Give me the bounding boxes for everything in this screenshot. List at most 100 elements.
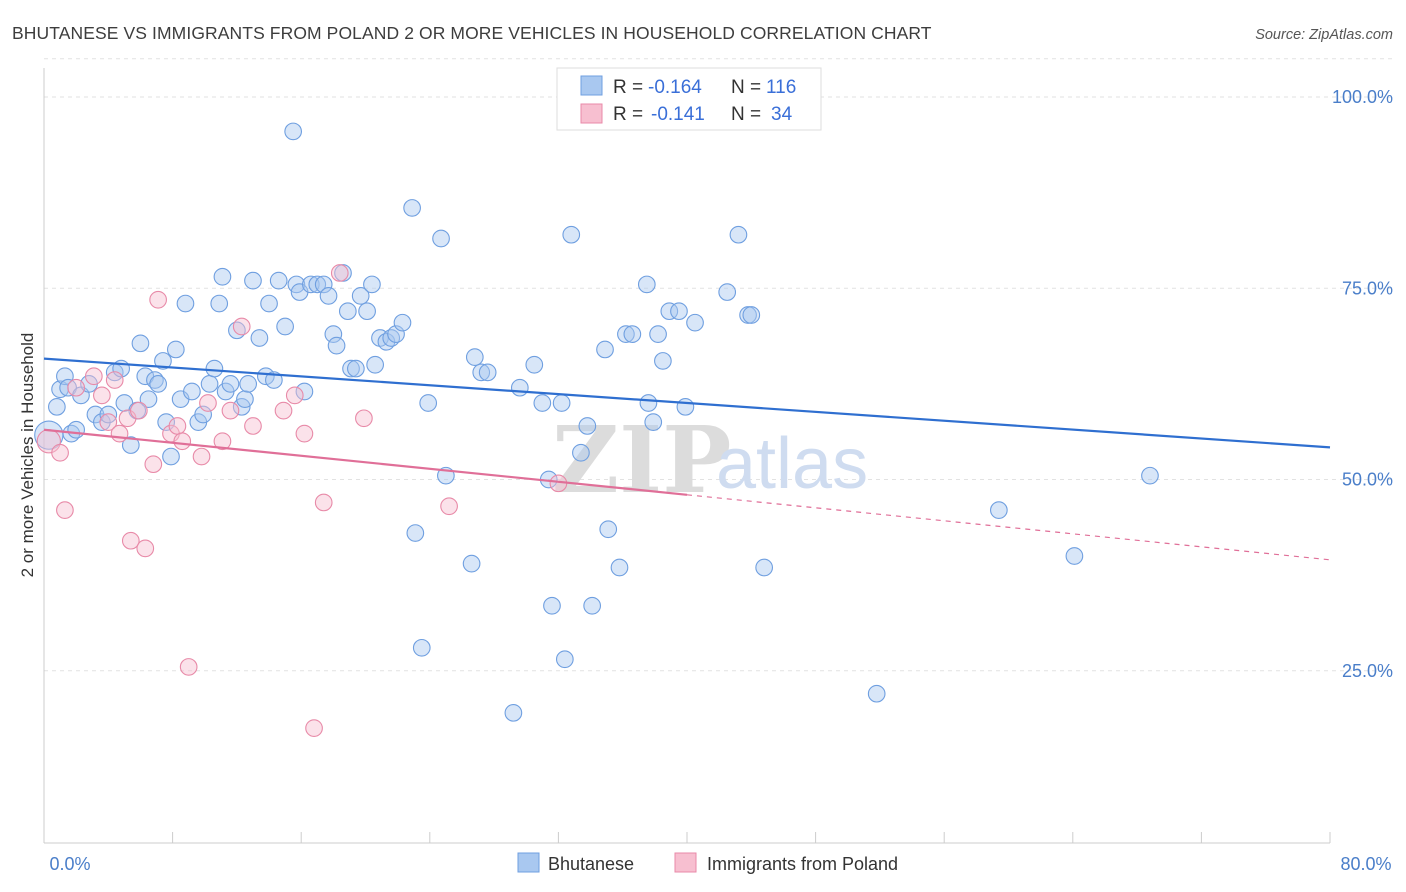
legend-r-value-2: -0.141 <box>651 104 705 125</box>
point-bhutanese-44 <box>260 294 278 313</box>
point-poland-16 <box>168 417 187 435</box>
point-bhutanese-86 <box>543 596 561 615</box>
point-poland-4 <box>84 367 103 386</box>
point-poland-11 <box>129 401 148 420</box>
point-bhutanese-11 <box>99 405 118 424</box>
point-bhutanese-101 <box>649 325 667 344</box>
point-poland-28 <box>305 719 323 737</box>
point-bhutanese-99 <box>644 413 663 431</box>
point-bhutanese-87 <box>552 394 571 412</box>
point-bhutanese-53 <box>308 275 327 294</box>
point-poland-2 <box>56 501 74 519</box>
point-bhutanese-60 <box>342 359 360 378</box>
trend-line-bhutanese <box>43 357 1331 449</box>
point-bhutanese-72 <box>406 524 425 542</box>
legend-r-value-1: -0.164 <box>648 77 702 98</box>
point-bhutanese-15 <box>121 436 140 454</box>
point-bhutanese-43 <box>256 367 275 386</box>
point-bhutanese-45 <box>265 371 283 389</box>
point-poland-18 <box>179 658 198 676</box>
point-bhutanese-102 <box>654 352 672 370</box>
point-bhutanese-24 <box>162 447 180 466</box>
point-poland-7 <box>105 371 124 389</box>
point-poland-3 <box>67 378 85 397</box>
point-bhutanese-82 <box>510 378 529 397</box>
point-bhutanese-21 <box>149 375 167 393</box>
point-poland-8 <box>110 424 129 443</box>
point-bhutanese-111 <box>742 306 761 324</box>
point-bhutanese-51 <box>295 382 314 401</box>
point-bhutanese-93 <box>596 340 614 359</box>
point-poland-13 <box>144 455 163 474</box>
y-tick-label-1: 75.0% <box>1342 278 1393 298</box>
point-bhutanese-65 <box>366 355 384 374</box>
point-bhutanese-48 <box>284 122 303 141</box>
point-bhutanese-108 <box>729 225 748 244</box>
point-poland-14 <box>149 290 167 309</box>
y-tick-label-3: 25.0% <box>1342 661 1393 681</box>
source-credit: Source: ZipAtlas.com <box>1255 27 1393 43</box>
point-poland-23 <box>232 317 251 336</box>
point-bhutanese-56 <box>324 325 343 344</box>
point-bhutanese-63 <box>358 302 376 321</box>
point-bhutanese-47 <box>276 317 294 336</box>
point-bhutanese-81 <box>504 703 523 722</box>
y-tick-label-2: 50.0% <box>1342 470 1393 490</box>
bottom-legend-swatch-bhutanese <box>517 852 540 873</box>
point-bhutanese-1 <box>48 397 66 416</box>
point-bhutanese-61 <box>347 359 365 378</box>
point-bhutanese-110 <box>755 558 774 577</box>
point-bhutanese-22 <box>154 352 172 370</box>
legend-swatch-poland <box>580 103 603 124</box>
point-bhutanese-96 <box>617 325 635 344</box>
point-bhutanese-18 <box>136 367 155 386</box>
legend-n-value-1: 116 <box>766 77 796 98</box>
point-bhutanese-95 <box>610 558 629 577</box>
point-poland-1 <box>51 443 69 462</box>
point-bhutanese-94 <box>599 520 618 539</box>
watermark: ZIP atlas <box>552 406 868 514</box>
point-bhutanese-25 <box>166 340 185 359</box>
trend-line-poland-dashed <box>686 494 1331 561</box>
legend-n-value-2: 34 <box>771 104 793 125</box>
point-bhutanese-14 <box>115 394 134 412</box>
point-poland-17 <box>173 432 192 451</box>
point-bhutanese-57 <box>327 336 346 355</box>
bottom-legend-label-poland: Immigrants from Poland <box>707 854 898 874</box>
point-bhutanese-3 <box>56 367 74 386</box>
point-bhutanese-28 <box>183 382 201 401</box>
point-bhutanese-78 <box>462 554 481 573</box>
point-bhutanese-71 <box>403 199 421 217</box>
point-poland-5 <box>93 386 111 405</box>
point-poland-19 <box>192 447 211 466</box>
point-bhutanese-46 <box>269 271 288 290</box>
point-bhutanese-79 <box>472 363 491 382</box>
point-poland-10 <box>121 531 140 550</box>
scatter-points <box>34 122 1159 737</box>
point-bhutanese-73 <box>412 638 431 657</box>
point-bhutanese-42 <box>250 329 269 347</box>
point-bhutanese-40 <box>239 375 258 393</box>
point-bhutanese-103 <box>660 302 679 321</box>
legend-swatch-bhutanese <box>580 75 603 96</box>
bottom-legend-swatch-poland <box>674 852 697 873</box>
point-bhutanese-30 <box>194 405 212 424</box>
point-bhutanese-39 <box>236 390 254 409</box>
point-poland-21 <box>213 432 232 451</box>
bottom-legend: Bhutanese Immigrants from Poland <box>517 852 898 874</box>
point-poland-30 <box>330 264 349 282</box>
point-bhutanese-97 <box>623 325 642 344</box>
top-legend: R = -0.164 N = 116 R = -0.141 N = 34 <box>556 67 822 131</box>
point-poland-12 <box>136 539 155 558</box>
trend-line-poland-solid <box>43 428 688 496</box>
point-poland-32 <box>440 497 458 516</box>
point-bhutanese-89 <box>562 225 581 244</box>
point-bhutanese-83 <box>525 355 544 374</box>
y-tick-label-0: 100.0% <box>1332 87 1393 107</box>
point-bhutanese-90 <box>572 443 590 462</box>
point-bhutanese-114 <box>1065 547 1084 565</box>
point-bhutanese-33 <box>210 294 229 313</box>
y-axis-tick-labels: 100.0% 75.0% 50.0% 25.0% <box>1332 87 1393 681</box>
point-bhutanese-54 <box>314 275 333 294</box>
point-bhutanese-74 <box>419 394 438 412</box>
